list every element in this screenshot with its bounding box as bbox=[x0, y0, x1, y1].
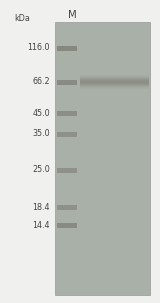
Bar bbox=[55, 22, 150, 295]
Text: kDa: kDa bbox=[14, 14, 30, 23]
Bar bbox=[80, 85, 149, 86]
Bar bbox=[80, 80, 149, 81]
Bar bbox=[57, 205, 77, 209]
Bar bbox=[80, 84, 149, 85]
Bar bbox=[57, 222, 77, 228]
Bar bbox=[80, 81, 149, 82]
Bar bbox=[80, 76, 149, 77]
Bar bbox=[80, 77, 149, 78]
Bar bbox=[80, 88, 149, 89]
Text: 18.4: 18.4 bbox=[32, 202, 50, 211]
Text: 45.0: 45.0 bbox=[32, 108, 50, 118]
Text: M: M bbox=[68, 10, 76, 20]
Bar bbox=[80, 79, 149, 80]
Bar bbox=[57, 168, 77, 172]
Text: 116.0: 116.0 bbox=[28, 44, 50, 52]
Bar bbox=[80, 75, 149, 76]
Text: 14.4: 14.4 bbox=[32, 221, 50, 229]
Text: 35.0: 35.0 bbox=[32, 129, 50, 138]
Text: 25.0: 25.0 bbox=[32, 165, 50, 175]
Bar bbox=[80, 86, 149, 87]
Text: 66.2: 66.2 bbox=[32, 78, 50, 86]
Bar bbox=[57, 45, 77, 51]
Bar bbox=[57, 132, 77, 136]
Bar bbox=[57, 79, 77, 85]
Bar bbox=[57, 111, 77, 115]
Bar bbox=[80, 82, 149, 83]
Bar bbox=[80, 78, 149, 79]
Bar bbox=[80, 87, 149, 88]
Bar bbox=[80, 83, 149, 84]
